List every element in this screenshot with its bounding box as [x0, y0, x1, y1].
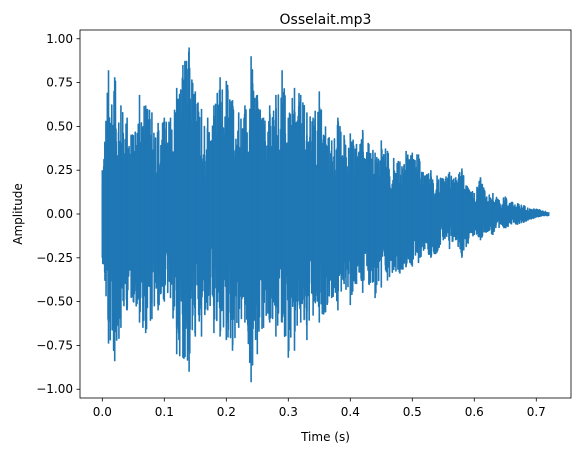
x-axis-ticks: 0.0 0.1 0.2 0.3 0.4 0.5 0.6 0.7: [93, 398, 546, 419]
x-tick-label: 0.5: [403, 405, 422, 419]
plot-layer: [101, 47, 550, 383]
y-tick-label: 1.00: [46, 32, 73, 46]
y-tick-label: 0.75: [46, 76, 73, 90]
x-axis-label: Time (s): [300, 430, 350, 444]
y-tick-label: 0.50: [46, 119, 73, 133]
y-tick-label: 0.25: [46, 163, 73, 177]
x-tick-label: 0.2: [217, 405, 236, 419]
x-tick-label: 0.1: [155, 405, 174, 419]
x-tick-label: 0.3: [279, 405, 298, 419]
y-axis-label: Amplitude: [11, 183, 25, 245]
chart-title: Osselait.mp3: [280, 12, 372, 28]
y-axis-ticks: −1.00 −0.75 −0.50 −0.25 0.00 0.25 0.50 0.75 1.00: [36, 32, 80, 396]
x-tick-label: 0.4: [341, 405, 360, 419]
y-tick-label: −0.75: [36, 338, 73, 352]
y-tick-label: −0.50: [36, 295, 73, 309]
x-tick-label: 0.6: [465, 405, 484, 419]
y-tick-label: −1.00: [36, 382, 73, 396]
x-tick-label: 0.7: [527, 405, 546, 419]
x-tick-label: 0.0: [93, 405, 112, 419]
y-tick-label: −0.25: [36, 251, 73, 265]
y-tick-label: 0.00: [46, 207, 73, 221]
